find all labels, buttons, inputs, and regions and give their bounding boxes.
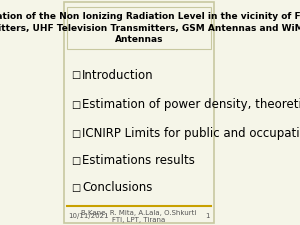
Text: Estimation of the Non Ionizing Radiation Level in the vicinity of FM
Transmitter: Estimation of the Non Ionizing Radiation… (0, 12, 300, 44)
Text: □: □ (71, 70, 80, 80)
Text: □: □ (71, 183, 80, 193)
Text: 1: 1 (206, 213, 210, 219)
FancyBboxPatch shape (67, 7, 212, 50)
Text: Introduction: Introduction (82, 69, 154, 82)
Text: Estimation of power density, theoretical method: Estimation of power density, theoretical… (82, 98, 300, 111)
FancyBboxPatch shape (64, 2, 214, 223)
Text: B.Kane, R. Mita, A.Lala, O.Shkurti
FTI, LPT, Tirana: B.Kane, R. Mita, A.Lala, O.Shkurti FTI, … (81, 209, 197, 223)
Text: Conclusions: Conclusions (82, 181, 152, 194)
Text: Estimations results: Estimations results (82, 154, 195, 167)
Text: 10/11/2021: 10/11/2021 (68, 213, 109, 219)
Text: ICNIRP Limits for public and occupational: ICNIRP Limits for public and occupationa… (82, 127, 300, 140)
Text: □: □ (71, 99, 80, 110)
Text: □: □ (71, 129, 80, 139)
Text: □: □ (71, 156, 80, 166)
